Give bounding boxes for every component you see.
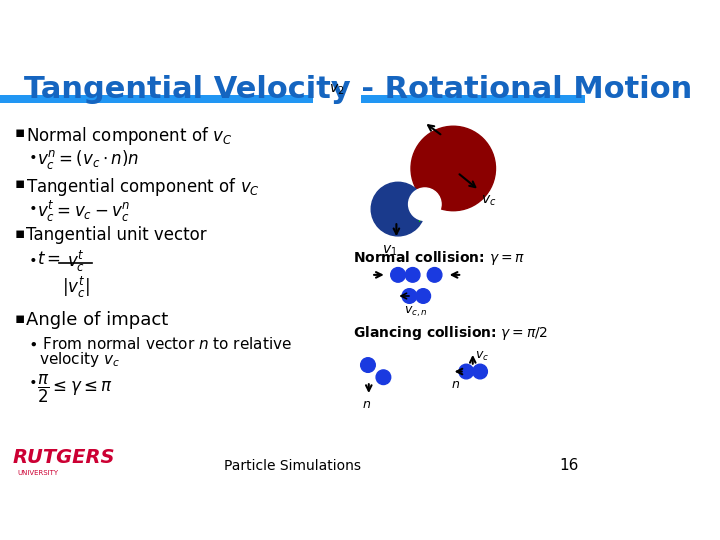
Text: ▪: ▪ [14, 312, 25, 326]
Circle shape [411, 126, 495, 211]
Text: Angle of impact: Angle of impact [26, 312, 168, 329]
Text: 16: 16 [559, 458, 578, 473]
Text: $v_c$: $v_c$ [475, 349, 490, 363]
Text: UNIVERSITY: UNIVERSITY [18, 470, 59, 476]
Text: $\bullet$ From normal vector $n$ to relative: $\bullet$ From normal vector $n$ to rela… [27, 336, 292, 352]
Text: RUTGERS: RUTGERS [12, 448, 114, 467]
Circle shape [391, 267, 405, 282]
Text: velocity $v_c$: velocity $v_c$ [39, 350, 120, 369]
Text: $\bullet$: $\bullet$ [27, 373, 36, 387]
Text: $n$: $n$ [451, 378, 460, 391]
Text: $\bullet$: $\bullet$ [27, 199, 36, 213]
Text: Normal component of $v_C$: Normal component of $v_C$ [26, 125, 233, 147]
Text: ▪: ▪ [14, 226, 25, 241]
Text: Normal collision: $\gamma = \pi$: Normal collision: $\gamma = \pi$ [354, 249, 526, 267]
Text: $v_2$: $v_2$ [329, 83, 345, 97]
Text: $\dfrac{\pi}{2} \leq \gamma \leq \pi$: $\dfrac{\pi}{2} \leq \gamma \leq \pi$ [37, 373, 113, 406]
Circle shape [361, 357, 375, 373]
Circle shape [427, 267, 442, 282]
Text: $v_c$: $v_c$ [481, 194, 496, 208]
Circle shape [372, 183, 425, 236]
Text: $\gamma$: $\gamma$ [415, 208, 427, 224]
Text: Tangential unit vector: Tangential unit vector [26, 226, 207, 244]
Text: $v_c^t = v_c - v_c^n$: $v_c^t = v_c - v_c^n$ [37, 199, 131, 224]
Text: $v_{c,n}$: $v_{c,n}$ [404, 305, 428, 319]
Bar [0, 96, 312, 104]
Circle shape [459, 364, 474, 379]
Text: Tangential Velocity - Rotational Motion: Tangential Velocity - Rotational Motion [24, 75, 693, 104]
Text: $\bullet$: $\bullet$ [27, 251, 36, 265]
Text: $v_c^n = (v_c \cdot n)n$: $v_c^n = (v_c \cdot n)n$ [37, 148, 140, 171]
Text: $\bullet$: $\bullet$ [27, 148, 36, 162]
Text: $v_1$: $v_1$ [382, 244, 397, 259]
Text: $n$: $n$ [362, 399, 372, 411]
Text: ▪: ▪ [14, 125, 25, 140]
Text: Tangential component of $v_C$: Tangential component of $v_C$ [26, 176, 260, 198]
Circle shape [473, 364, 487, 379]
Circle shape [405, 267, 420, 282]
Bar [361, 96, 585, 104]
Text: $v_c^t$: $v_c^t$ [66, 249, 84, 274]
Text: Particle Simulations: Particle Simulations [224, 459, 361, 473]
Circle shape [402, 289, 417, 303]
Text: ▪: ▪ [14, 176, 25, 191]
Circle shape [416, 289, 431, 303]
Text: Glancing collision: $\gamma = \pi/2$: Glancing collision: $\gamma = \pi/2$ [354, 325, 549, 342]
Text: $t =$: $t =$ [37, 249, 61, 268]
Circle shape [376, 370, 391, 384]
Text: $|v_c^t|$: $|v_c^t|$ [62, 275, 89, 300]
Circle shape [408, 188, 441, 220]
